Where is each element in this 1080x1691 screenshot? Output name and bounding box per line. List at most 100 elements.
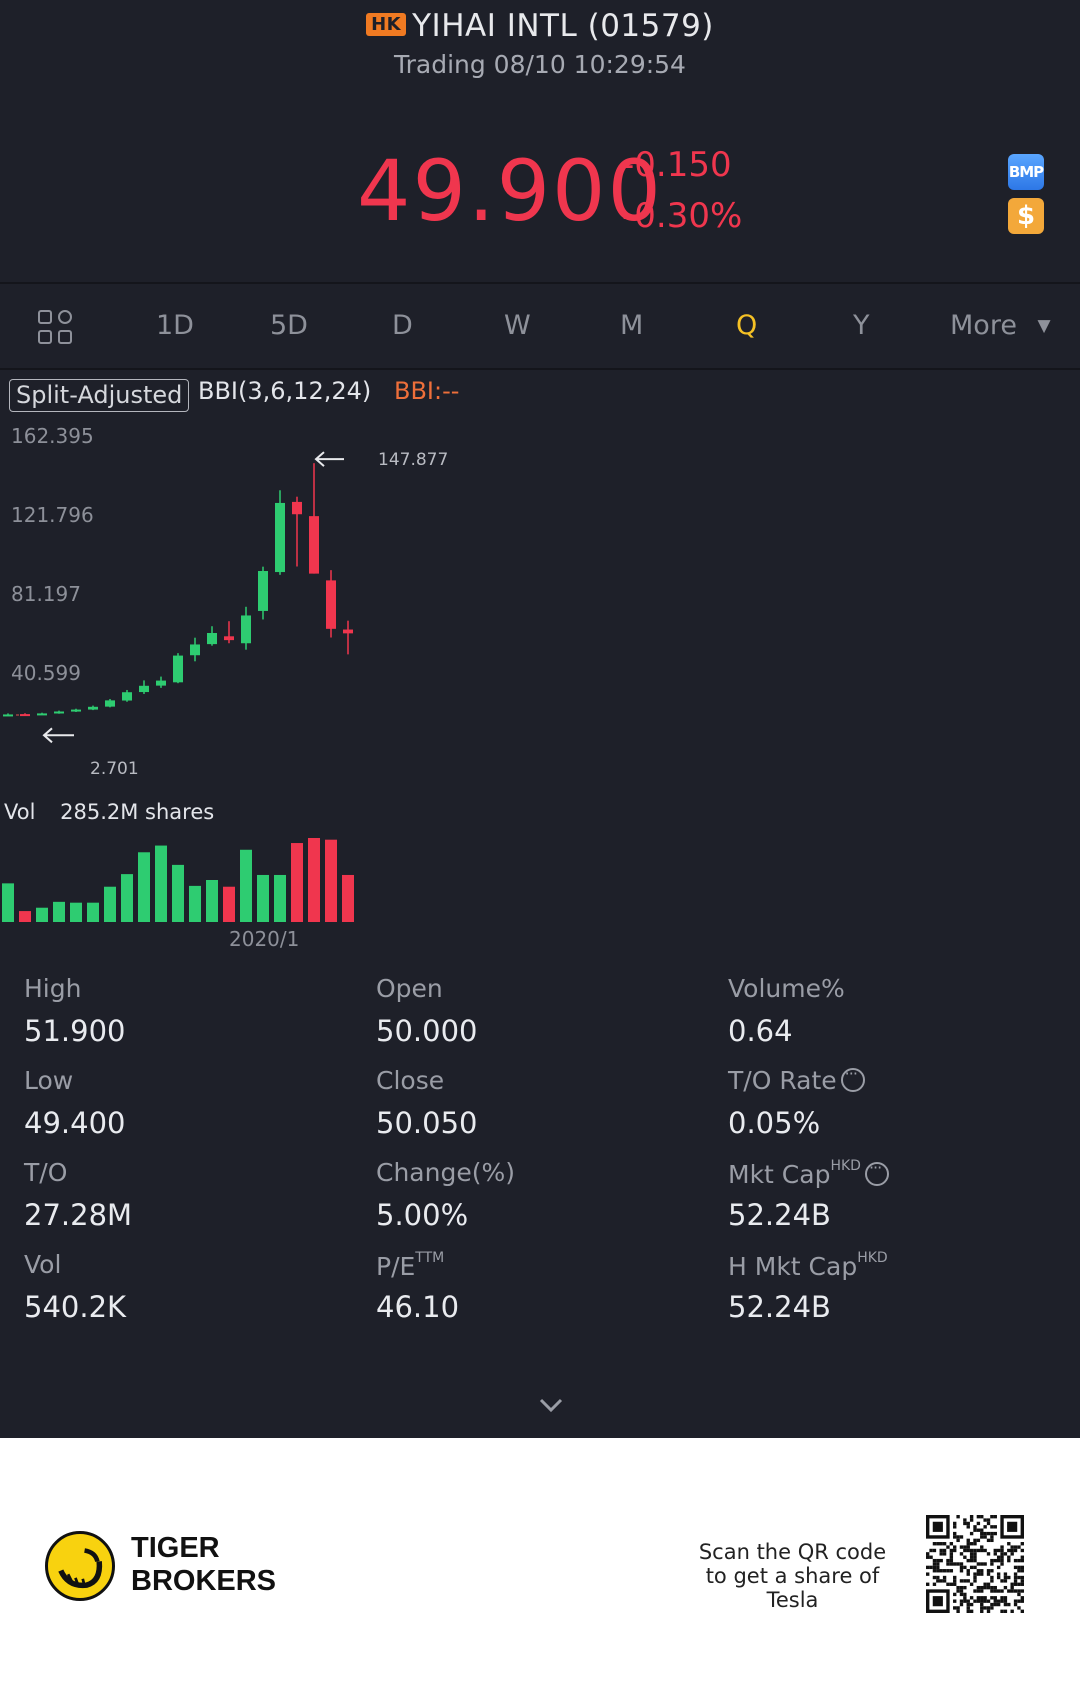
turnover-label: T/O (24, 1158, 68, 1187)
volume-bar (121, 874, 133, 922)
tab-q[interactable]: Q (736, 310, 758, 341)
market-badge: HK (366, 13, 407, 36)
candle-body (139, 685, 149, 693)
stock-name: YIHAI INTL (01579) (412, 8, 714, 44)
low-annotation: 2.701 (90, 759, 139, 779)
volume-bar (87, 902, 99, 922)
h-mkt-cap-label: H Mkt CapHKD (728, 1250, 888, 1281)
candle-body (71, 709, 81, 712)
y-tick-label: 121.796 (11, 503, 94, 527)
h-mkt-cap-value: 52.24B (728, 1290, 831, 1324)
tab-w[interactable]: W (504, 310, 531, 341)
tab-1d[interactable]: 1D (156, 310, 194, 341)
quote-panel (0, 0, 1080, 1438)
info-icon[interactable] (840, 1064, 865, 1092)
qr-code (926, 1515, 1024, 1613)
volume-bar (308, 838, 320, 922)
high-label: High (24, 974, 82, 1003)
info-icon[interactable] (864, 1158, 889, 1186)
last-price: 49.900 (357, 142, 663, 240)
volume-bar (155, 845, 167, 922)
h-mkt-cap-text: H Mkt Cap (728, 1252, 858, 1281)
dollar-badge-button[interactable]: $ (1008, 198, 1044, 234)
bmp-badge-button[interactable]: BMP (1008, 154, 1044, 190)
currency-superscript: HKD (857, 1250, 888, 1266)
indicator-value: BBI:-- (394, 377, 460, 405)
high-annotation: 147.877 (378, 450, 449, 470)
vol-value: 540.2K (24, 1290, 127, 1324)
tab-m[interactable]: M (620, 310, 644, 341)
change-pct-value: 5.00% (376, 1198, 469, 1232)
volume-bar (189, 885, 201, 922)
pe-value: 46.10 (376, 1290, 460, 1324)
volume-bar (2, 883, 14, 922)
volume-bar (206, 880, 218, 922)
brand-line-1: TIGER (131, 1532, 220, 1564)
candle-body (241, 615, 251, 644)
volume-bar (325, 839, 337, 922)
volume-bar (36, 907, 48, 922)
volume-label: Vol 285.2M shares (4, 800, 214, 824)
trading-status: Trading 08/10 10:29:54 (394, 50, 686, 79)
tab-d[interactable]: D (392, 310, 413, 341)
mkt-cap-text: Mkt Cap (728, 1160, 831, 1189)
brand-name: TIGER BROKERS (131, 1532, 276, 1598)
volume-bar (240, 849, 252, 922)
candle-body (275, 502, 285, 573)
pe-label: P/ETTM (376, 1250, 444, 1281)
candle-body (309, 516, 319, 574)
candle-body (88, 706, 98, 710)
volume-bar (291, 843, 303, 922)
divider (0, 282, 1080, 284)
candle-body (343, 629, 353, 634)
candle-body (173, 655, 183, 683)
volume-bar (257, 874, 269, 922)
close-value: 50.050 (376, 1106, 478, 1140)
volume-pct-label: Volume% (728, 974, 845, 1003)
x-axis-date-label: 2020/1 (229, 927, 300, 951)
volume-bar (342, 874, 354, 922)
volume-bar (104, 886, 116, 922)
volume-bar (19, 911, 31, 922)
tab-y[interactable]: Y (853, 310, 870, 341)
volume-bar (274, 874, 286, 922)
to-rate-text: T/O Rate (728, 1066, 837, 1095)
price-change: -0.150 (622, 145, 732, 185)
grid-layout-icon[interactable] (38, 310, 74, 346)
candle-body (292, 501, 302, 515)
y-tick-label: 81.197 (11, 582, 81, 606)
brand-line-2: BROKERS (131, 1565, 277, 1597)
indicator-label[interactable]: BBI(3,6,12,24) (198, 377, 372, 405)
split-adjusted-button[interactable]: Split-Adjusted (9, 379, 190, 412)
tab-5d[interactable]: 5D (270, 310, 308, 341)
low-value: 49.400 (24, 1106, 126, 1140)
period-tab-bar: 1D 5D D W M Q Y More ▼ (0, 284, 1080, 368)
candle-body (207, 633, 217, 645)
to-rate-value: 0.05% (728, 1106, 821, 1140)
tiger-logo-icon (45, 1531, 115, 1601)
candle-body (224, 636, 234, 641)
chevron-down-icon[interactable] (538, 1392, 564, 1418)
low-label: Low (24, 1066, 74, 1095)
close-label: Close (376, 1066, 445, 1095)
volume-title: Vol (4, 800, 36, 824)
candle-body (190, 644, 200, 656)
candle-body (258, 571, 268, 611)
divider (0, 368, 1080, 370)
volume-value: 285.2M shares (60, 800, 215, 824)
candlestick-chart[interactable] (0, 420, 400, 940)
y-tick-label: 40.599 (11, 661, 81, 685)
price-change-percent: -0.30% (622, 196, 743, 236)
to-rate-label: T/O Rate (728, 1064, 865, 1095)
vol-label: Vol (24, 1250, 62, 1279)
high-value: 51.900 (24, 1014, 126, 1048)
low-arrow-icon (42, 727, 74, 744)
turnover-value: 27.28M (24, 1198, 133, 1232)
volume-bar (223, 886, 235, 922)
more-label: More (950, 310, 1017, 341)
candle-body (20, 714, 30, 717)
volume-bar (172, 864, 184, 922)
volume-bar (138, 852, 150, 922)
tab-more[interactable]: More ▼ (950, 310, 1051, 341)
open-label: Open (376, 974, 443, 1003)
